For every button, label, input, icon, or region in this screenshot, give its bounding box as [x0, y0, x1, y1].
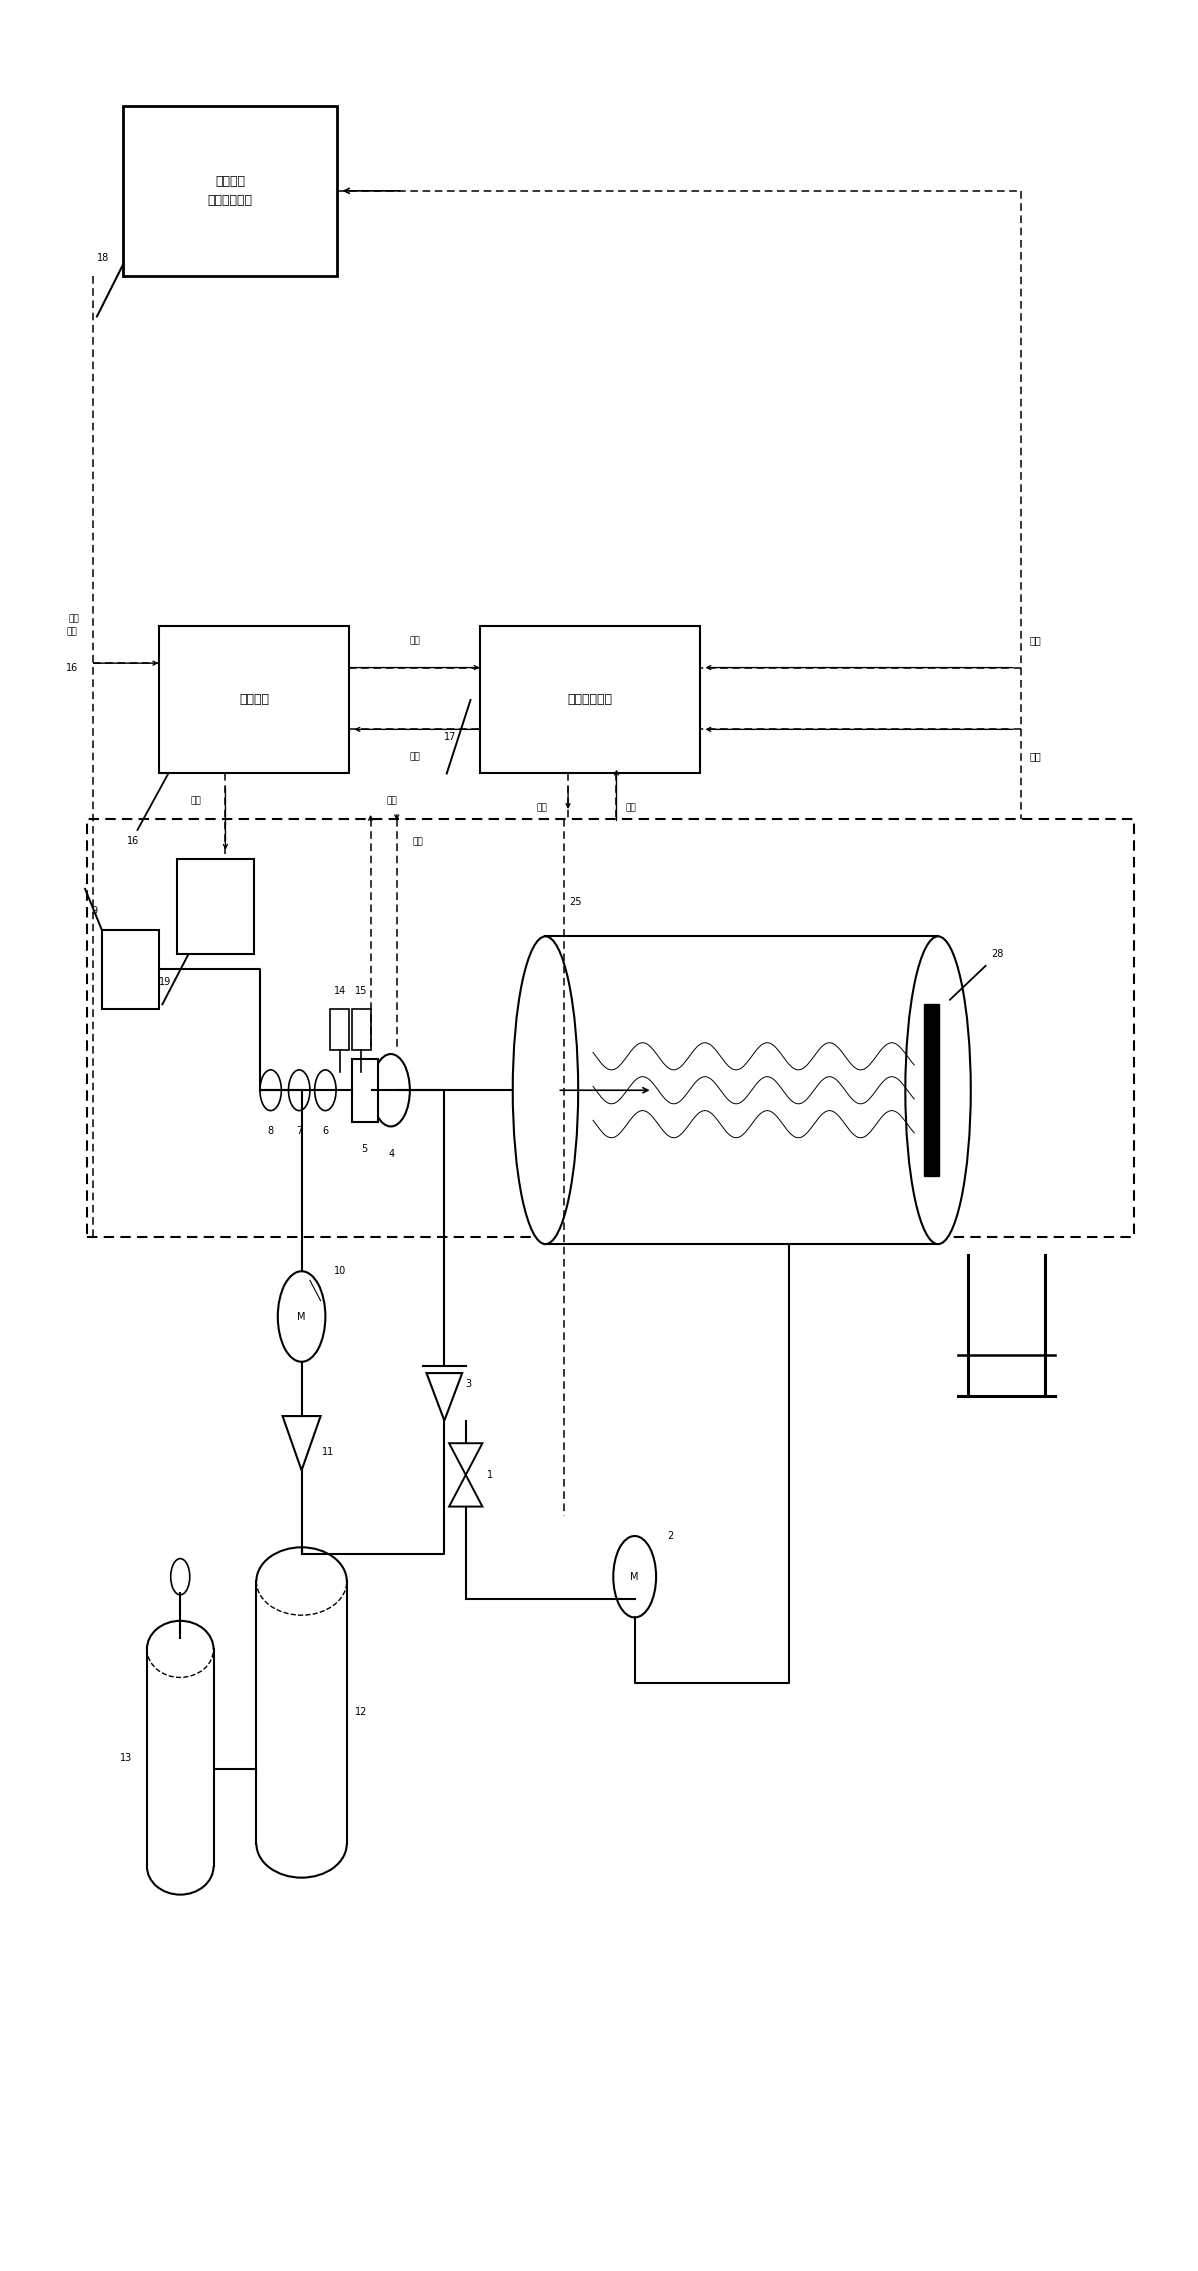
Ellipse shape	[513, 936, 579, 1245]
Text: 19: 19	[158, 977, 171, 986]
Polygon shape	[449, 1444, 483, 1474]
Text: 电气控制系统: 电气控制系统	[568, 693, 612, 706]
Bar	[176, 858, 254, 954]
Ellipse shape	[906, 936, 970, 1245]
Text: 控制: 控制	[69, 613, 80, 622]
Text: 10: 10	[333, 1267, 346, 1276]
Text: 反馈: 反馈	[1030, 636, 1041, 645]
Circle shape	[315, 1070, 337, 1111]
Text: 5: 5	[362, 1145, 368, 1154]
Text: 4: 4	[389, 1149, 395, 1158]
Text: 7: 7	[296, 1126, 302, 1136]
Text: 6: 6	[322, 1126, 328, 1136]
Text: 18: 18	[97, 252, 109, 263]
Text: 15: 15	[355, 986, 368, 995]
Text: 控制: 控制	[625, 804, 636, 813]
Text: 反馈: 反馈	[387, 797, 398, 806]
Text: 25: 25	[569, 897, 581, 908]
Polygon shape	[426, 1374, 462, 1422]
Circle shape	[289, 1070, 310, 1111]
Circle shape	[171, 1558, 189, 1594]
Bar	[351, 1058, 377, 1122]
Text: 16: 16	[66, 663, 78, 672]
Text: 收费系统: 收费系统	[238, 693, 270, 706]
Text: 控制: 控制	[410, 636, 420, 645]
Bar	[123, 107, 338, 275]
Text: 控制: 控制	[67, 627, 78, 636]
Bar	[480, 627, 700, 774]
Bar	[545, 936, 938, 1245]
Bar	[102, 929, 159, 1008]
Text: 11: 11	[321, 1447, 334, 1458]
Text: 2: 2	[667, 1531, 673, 1542]
Text: 9: 9	[91, 906, 98, 917]
Circle shape	[260, 1070, 282, 1111]
Text: M: M	[630, 1572, 639, 1581]
Bar	[924, 1004, 939, 1176]
Circle shape	[371, 1054, 410, 1126]
Polygon shape	[449, 1474, 483, 1506]
Bar	[351, 1008, 370, 1049]
Text: 17: 17	[444, 731, 456, 743]
Text: 16: 16	[127, 836, 139, 847]
Text: 28: 28	[992, 949, 1004, 958]
Text: 反馈: 反馈	[537, 804, 547, 813]
Text: 反馈: 反馈	[410, 752, 420, 761]
Text: 3: 3	[465, 1378, 471, 1390]
Polygon shape	[283, 1417, 321, 1469]
Text: 13: 13	[121, 1753, 133, 1762]
Text: 控制: 控制	[190, 797, 201, 806]
Text: 14: 14	[333, 986, 346, 995]
Text: 8: 8	[267, 1126, 273, 1136]
Text: 控制: 控制	[413, 836, 424, 845]
Text: 远程主控
后台管理系统: 远程主控 后台管理系统	[207, 175, 253, 207]
Text: 反馈: 反馈	[1030, 752, 1041, 761]
Text: 1: 1	[486, 1469, 492, 1481]
Circle shape	[278, 1272, 326, 1363]
Text: M: M	[297, 1313, 305, 1322]
Bar	[87, 820, 1135, 1238]
Text: 12: 12	[355, 1708, 368, 1717]
Circle shape	[613, 1535, 657, 1617]
Bar	[331, 1008, 349, 1049]
Bar	[159, 627, 349, 774]
